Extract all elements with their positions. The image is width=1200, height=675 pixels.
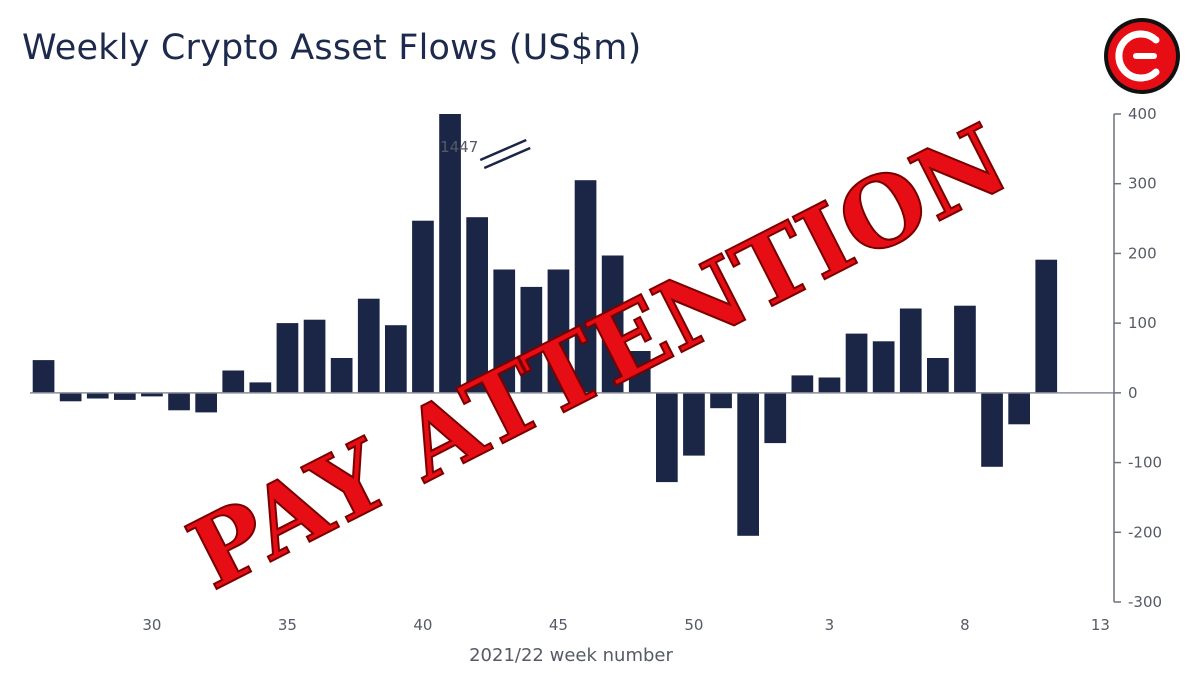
y-tick-label: 0 [1128,384,1138,402]
x-tick-label: 50 [684,616,703,634]
bar-week-48 [628,351,651,393]
x-tick-label: 8 [960,616,970,634]
bar-week-35 [276,323,299,393]
annotation-layer: 1447 [440,138,531,170]
y-tick-labels: 400 300 200 100 0 -100 -200 -300 [1114,105,1162,611]
x-axis-title: 2021/22 week number [469,645,673,666]
bar-week-46 [574,180,597,393]
bar-week-6 [899,308,922,393]
bar-week-52 [737,392,759,536]
bar-week-8 [954,305,976,393]
bar-week-41 [439,114,461,393]
bar-week-30 [141,392,163,397]
bar-week-2 [791,375,814,393]
bar-week-26 [32,360,55,393]
annotation-label: 1447 [440,138,478,156]
bar-week-1 [764,392,787,444]
pay-attention-stamp: PAY ATTENTION [171,101,1026,612]
bars-layer [32,114,1058,536]
y-tick-label: 200 [1128,244,1157,262]
x-tick-label: 35 [278,616,297,634]
axis-break-mark [483,146,531,170]
bar-week-42 [466,217,488,393]
bar-week-36 [303,319,326,393]
y-tick-label: 300 [1128,175,1157,193]
bar-week-45 [547,269,570,393]
bar-week-3 [818,377,841,393]
bar-week-34 [249,382,272,393]
bar-week-10 [1008,392,1030,425]
bar-week-50 [683,392,705,456]
y-tick-label: 400 [1128,105,1157,123]
bar-week-33 [222,370,245,393]
y-tick-label: 100 [1128,314,1157,332]
bar-week-43 [493,269,516,393]
x-tick-label: 30 [142,616,161,634]
brand-logo [1104,18,1180,94]
y-tick-label: -300 [1128,593,1162,611]
axes-layer [30,114,1115,602]
bar-week-4 [845,333,868,393]
y-tick-label: -200 [1128,523,1162,541]
axis-break-mark [479,138,527,162]
chart-title: Weekly Crypto Asset Flows (US$m) [22,28,642,68]
stamp-text: PAY ATTENTION [172,102,1025,611]
x-tick-labels: 30 35 40 45 50 3 8 13 [142,616,1110,634]
bar-week-38 [357,298,380,393]
x-tick-label: 45 [549,616,568,634]
logo-c-icon [1115,30,1160,82]
bar-week-11 [1035,259,1058,393]
x-tick-label: 40 [413,616,432,634]
y-tick-label: -100 [1128,454,1162,472]
bar-week-9 [981,392,1003,467]
bar-week-47 [601,255,624,393]
bar-week-44 [520,286,543,393]
bar-week-37 [330,358,353,393]
bar-week-7 [927,358,949,393]
bar-week-5 [872,341,895,393]
bar-week-39 [385,325,407,393]
bar-week-28 [86,392,109,399]
axis-break-gap [480,140,530,168]
x-tick-label: 13 [1091,616,1110,634]
bar-week-51 [710,392,732,409]
bar-week-40 [412,220,434,393]
x-tick-label: 3 [825,616,835,634]
bar-week-49 [656,392,678,483]
bar-week-29 [114,392,136,400]
bar-week-31 [168,392,190,411]
bar-week-32 [195,392,217,413]
bar-week-27 [59,392,82,402]
